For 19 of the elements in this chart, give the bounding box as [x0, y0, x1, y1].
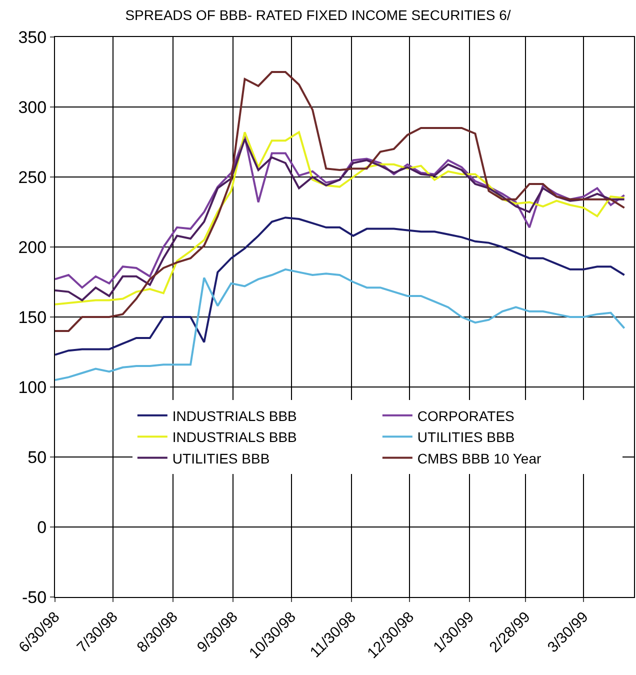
legend-label: CORPORATES — [417, 408, 514, 424]
line-series — [55, 71, 626, 332]
line-series — [55, 216, 626, 356]
y-tick-label: 0 — [37, 518, 47, 537]
y-tick-label: 150 — [18, 308, 47, 327]
legend-label: CMBS BBB 10 Year — [417, 450, 542, 466]
y-tick-label: 250 — [18, 168, 47, 187]
legend-label: UTILITIES BBB — [172, 450, 270, 466]
chart-title: SPREADS OF BBB- RATED FIXED INCOME SECURITIES 6/ — [125, 6, 511, 23]
legend-label: INDUSTRIALS BBB — [172, 408, 297, 424]
legend-label: INDUSTRIALS BBB — [172, 429, 297, 446]
y-tick-label: 50 — [28, 448, 47, 467]
y-tick-label: 300 — [18, 98, 47, 117]
y-tick-label: -50 — [22, 588, 47, 607]
legend-label: UTILITIES BBB — [417, 429, 515, 446]
y-tick-label: 200 — [18, 238, 47, 257]
y-tick-label: 100 — [18, 378, 47, 397]
line-series — [55, 268, 626, 381]
y-tick-label: 350 — [18, 28, 47, 47]
